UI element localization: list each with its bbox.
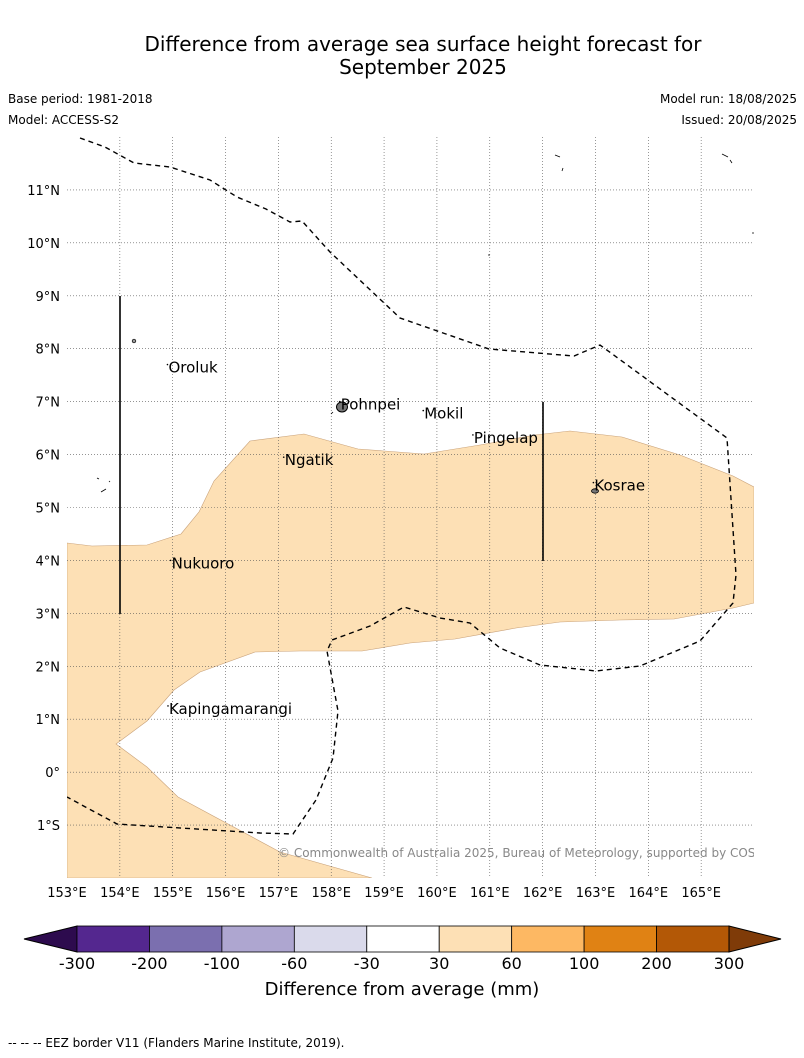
lon-label: 157°E bbox=[259, 886, 299, 901]
title-line-1: Difference from average sea surface heig… bbox=[144, 32, 702, 56]
place-label: Pingelap bbox=[474, 429, 538, 447]
forecast-map: © Commonwealth of Australia 2025, Bureau… bbox=[23, 137, 783, 1000]
lon-label: 156°E bbox=[206, 886, 246, 901]
model-name: Model: ACCESS-S2 bbox=[8, 113, 120, 127]
colorbar-tick: -200 bbox=[131, 954, 167, 973]
colorbar-extend-low bbox=[23, 925, 78, 953]
colorbar-tick: 60 bbox=[501, 954, 521, 973]
eez-footnote: -- -- -- EEZ border V11 (Flanders Marine… bbox=[8, 1036, 345, 1050]
colorbar-tick-labels: -300 -200 -100 -60 -30 30 60 100 200 300 bbox=[59, 954, 744, 973]
lat-label: 10°N bbox=[27, 237, 60, 252]
small-island bbox=[131, 338, 137, 344]
atoll-marks-2 bbox=[330, 153, 754, 415]
longitude-labels: 153°E 154°E 155°E 156°E 157°E 158°E 159°E 160°E… bbox=[47, 886, 721, 901]
colorbar-swatch bbox=[438, 925, 513, 953]
pohnpei-island bbox=[336, 401, 348, 413]
lat-label: 8°N bbox=[36, 343, 61, 358]
lat-label: 1°S bbox=[37, 819, 60, 834]
colorbar-swatch bbox=[511, 925, 585, 953]
place-labels: Oroluk Pohnpei Mokil Pingelap Ngatik Kosrae Nu… bbox=[166, 359, 645, 718]
chart-title: Difference from average sea surface heig… bbox=[0, 33, 804, 79]
place-marker bbox=[472, 434, 474, 436]
lat-label: 1°N bbox=[36, 713, 61, 728]
colorbar-label: Difference from average (mm) bbox=[265, 979, 540, 1000]
colorbar bbox=[23, 925, 782, 953]
lon-label: 158°E bbox=[311, 886, 351, 901]
latitude-labels: 11°N 10°N 9°N 8°N 7°N 6°N 5°N 4°N 3°N 2°N 1°N 0° 1°S bbox=[27, 184, 60, 834]
place-label: Ngatik bbox=[285, 451, 334, 469]
lat-label: 7°N bbox=[36, 396, 61, 411]
colorbar-swatch bbox=[221, 925, 295, 953]
place-label: Kapingamarangi bbox=[169, 700, 292, 718]
lat-label: 11°N bbox=[27, 184, 60, 199]
colorbar-swatch bbox=[366, 925, 440, 953]
colorbar-tick: 300 bbox=[714, 954, 745, 973]
issued-date: Issued: 20/08/2025 bbox=[681, 113, 797, 127]
lon-label: 162°E bbox=[523, 886, 563, 901]
place-marker bbox=[422, 409, 425, 412]
colorbar-tick: -100 bbox=[204, 954, 240, 973]
lon-label: 155°E bbox=[153, 886, 193, 901]
place-marker bbox=[282, 456, 285, 458]
place-marker bbox=[166, 363, 169, 366]
lat-label: 9°N bbox=[36, 290, 61, 305]
eez-border bbox=[67, 137, 737, 835]
lon-label: 160°E bbox=[417, 886, 457, 901]
lon-label: 164°E bbox=[629, 886, 669, 901]
lat-label: 0° bbox=[45, 766, 60, 781]
place-label: Mokil bbox=[424, 405, 463, 423]
colorbar-swatch bbox=[293, 925, 368, 953]
colorbar-tick: -30 bbox=[354, 954, 380, 973]
lon-label: 165°E bbox=[681, 886, 721, 901]
colorbar-tick: -300 bbox=[59, 954, 95, 973]
place-label: Oroluk bbox=[168, 359, 217, 377]
lon-label: 163°E bbox=[576, 886, 616, 901]
lon-label: 161°E bbox=[470, 886, 510, 901]
colorbar-tick: 30 bbox=[429, 954, 449, 973]
place-marker bbox=[169, 559, 172, 562]
colorbar-swatch bbox=[76, 925, 150, 953]
model-run-date: Model run: 18/08/2025 bbox=[659, 92, 797, 106]
lat-label: 4°N bbox=[36, 554, 61, 569]
colorbar-tick: 200 bbox=[641, 954, 672, 973]
title-line-2: September 2025 bbox=[339, 55, 507, 79]
colorbar-tick: 100 bbox=[569, 954, 600, 973]
colorbar-swatch bbox=[583, 925, 657, 953]
place-label: Kosrae bbox=[594, 477, 645, 495]
lat-label: 5°N bbox=[36, 502, 61, 517]
lat-label: 3°N bbox=[36, 607, 61, 622]
place-label: Pohnpei bbox=[341, 396, 401, 414]
place-marker bbox=[592, 481, 595, 484]
kosrae-island bbox=[591, 488, 599, 494]
base-period: Base period: 1981-2018 bbox=[8, 92, 153, 106]
colorbar-tick: -60 bbox=[281, 954, 307, 973]
map-area: © Commonwealth of Australia 2025, Bureau… bbox=[67, 137, 783, 878]
lon-label: 159°E bbox=[364, 886, 404, 901]
copyright-notice: © Commonwealth of Australia 2025, Bureau… bbox=[278, 846, 783, 860]
atoll-marks bbox=[96, 477, 111, 493]
colorbar-swatch bbox=[149, 925, 223, 953]
lat-label: 6°N bbox=[36, 449, 61, 464]
lat-label: 2°N bbox=[36, 660, 61, 675]
lon-label: 153°E bbox=[47, 886, 87, 901]
graticule bbox=[67, 137, 754, 878]
lon-label: 154°E bbox=[100, 886, 140, 901]
place-label: Nukuoro bbox=[172, 554, 235, 572]
place-marker bbox=[338, 400, 341, 403]
colorbar-extend-high bbox=[728, 925, 782, 953]
place-marker bbox=[167, 705, 169, 707]
colorbar-swatch bbox=[656, 925, 730, 953]
